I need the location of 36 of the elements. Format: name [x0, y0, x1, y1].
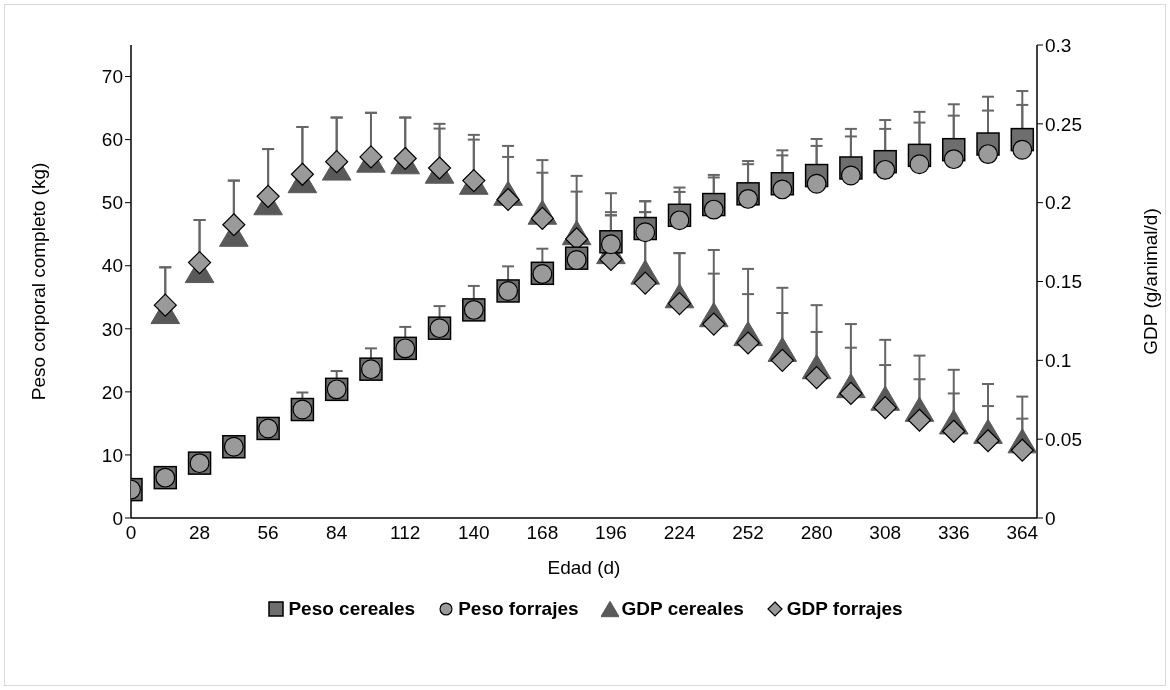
legend-label: GDP forrajes — [786, 598, 903, 620]
y2-tick-label: 0.1 — [1045, 350, 1072, 372]
y2-tick-label: 0.2 — [1045, 192, 1072, 214]
y-tick-label: 40 — [101, 255, 123, 277]
y2-tick-label: 0.15 — [1045, 271, 1082, 293]
y-tick-label: 20 — [101, 381, 123, 403]
y-tick-label: 60 — [101, 129, 123, 151]
x-tick-label: 252 — [732, 522, 764, 544]
y2-tick-label: 0 — [1045, 507, 1056, 529]
y-tick-label: 70 — [101, 66, 123, 88]
x-tick-label: 308 — [869, 522, 902, 544]
x-tick-label: 0 — [125, 522, 137, 544]
x-tick-label: 112 — [390, 522, 421, 544]
x-tick-label: 196 — [595, 522, 627, 544]
legend-label: GDP cereales — [621, 598, 744, 620]
y-axis-title: Peso corporal completo (kg) — [27, 162, 49, 401]
y-tick-label: 10 — [101, 444, 123, 466]
legend-label: Peso forrajes — [458, 598, 579, 620]
y-tick-label: 30 — [101, 318, 123, 340]
y2-tick-label: 0.25 — [1045, 113, 1082, 135]
x-tick-label: 224 — [663, 522, 696, 544]
y2-tick-label: 0.3 — [1045, 34, 1072, 56]
y2-tick-label: 0.05 — [1045, 428, 1082, 450]
legend-label: Peso cereales — [288, 598, 416, 620]
x-tick-label: 364 — [1006, 522, 1039, 544]
x-tick-label: 336 — [937, 522, 970, 544]
x-axis-title: Edad (d) — [547, 557, 621, 578]
x-tick-label: 56 — [257, 522, 279, 544]
y2-axis-title: GDP (g/animal/d) — [1139, 208, 1161, 355]
y-tick-label: 0 — [112, 507, 123, 529]
x-tick-label: 140 — [457, 522, 490, 544]
x-tick-label: 28 — [188, 522, 211, 544]
x-tick-label: 280 — [800, 522, 833, 544]
x-tick-label: 84 — [326, 522, 348, 544]
y-tick-label: 50 — [101, 192, 123, 214]
x-tick-label: 168 — [526, 522, 559, 544]
